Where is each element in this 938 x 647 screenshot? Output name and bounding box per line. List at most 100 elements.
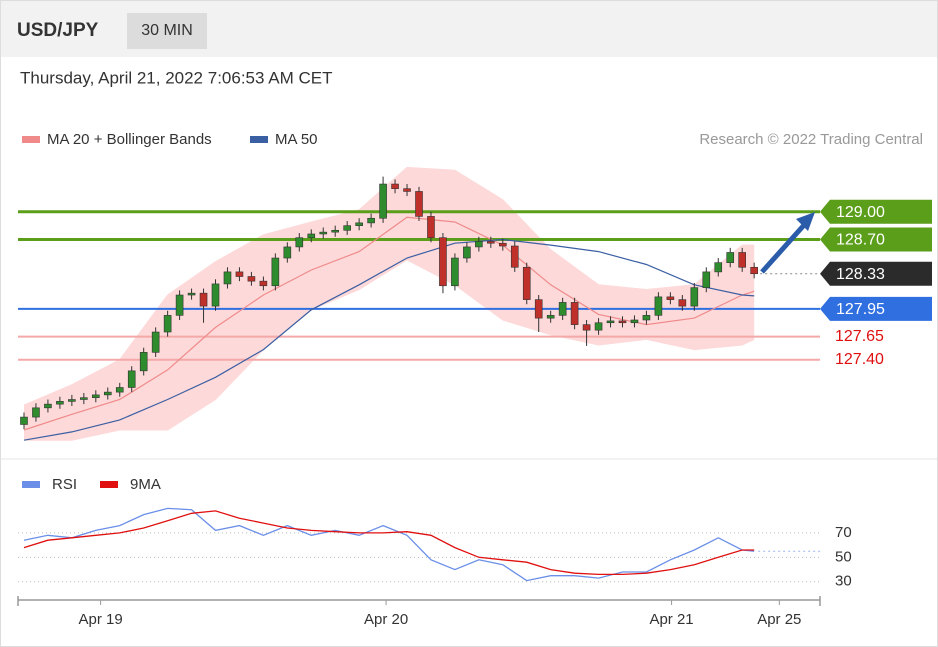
legend-swatch <box>22 481 40 488</box>
candle-body <box>690 287 699 307</box>
forecast-arrowhead <box>796 212 815 231</box>
candle-body <box>379 183 387 219</box>
candle-body <box>80 397 88 400</box>
candle-body <box>199 292 208 307</box>
legend-swatch <box>250 136 268 143</box>
candle-body <box>702 271 711 288</box>
rsi-line <box>23 510 755 576</box>
y-tick-label: 30 <box>835 573 852 590</box>
timestamp: Thursday, April 21, 2022 7:06:53 AM CET <box>20 68 332 87</box>
candle-body <box>211 283 220 307</box>
candle-body <box>343 225 351 231</box>
candle-body <box>319 231 328 235</box>
x-tick-label: Apr 25 <box>757 611 801 628</box>
level-box <box>820 261 932 286</box>
level-box <box>820 227 932 252</box>
y-tick-label: 70 <box>835 524 852 541</box>
candle-body <box>666 296 675 300</box>
candle-body <box>618 320 627 324</box>
level-label: 127.40 <box>835 351 884 368</box>
candle-body <box>582 324 591 331</box>
candle-body <box>427 216 435 238</box>
candle-body <box>68 399 76 402</box>
symbol: USD/JPY <box>17 20 99 41</box>
candle-body <box>151 331 160 353</box>
candle-body <box>247 276 256 282</box>
candle-body <box>654 296 663 316</box>
candle-body <box>475 241 483 248</box>
y-tick-label: 50 <box>835 548 852 565</box>
candle-body <box>558 302 567 316</box>
level-label: 128.70 <box>836 232 885 249</box>
candle-body <box>546 315 555 319</box>
candle-body <box>127 370 136 388</box>
candle-body <box>163 315 172 333</box>
candle-body <box>403 188 411 192</box>
candle-body <box>259 280 268 287</box>
candle-body <box>487 241 495 244</box>
candle-body <box>463 246 471 259</box>
level-label: 127.65 <box>835 328 884 345</box>
candle-body <box>439 237 447 287</box>
level-label: 127.95 <box>836 301 885 318</box>
candle-body <box>510 245 519 268</box>
level-box <box>820 296 932 321</box>
candle-body <box>391 183 399 189</box>
candle-body <box>187 292 196 296</box>
level-label: 129.00 <box>836 204 885 221</box>
candle-body <box>115 387 124 393</box>
candle-body <box>451 257 459 287</box>
candle-body <box>498 242 507 247</box>
price-panel: MA 20 + Bollinger Bands MA 50 129.00 128.70… <box>18 131 932 441</box>
candle-body <box>283 246 292 259</box>
candle-body <box>738 252 746 268</box>
candle-body <box>32 407 40 418</box>
candle-body <box>678 299 687 307</box>
candle-body <box>56 401 64 405</box>
x-tick-label: Apr 21 <box>649 611 693 628</box>
bollinger-lower <box>24 259 755 441</box>
candle-body <box>415 191 423 217</box>
timeframe: 30 MIN <box>141 22 193 39</box>
candle-body <box>139 352 148 372</box>
candle-body <box>223 271 232 285</box>
candle-body <box>606 320 615 324</box>
rsi-panel: RSI 9MA 30 50 70 Apr 19 Apr 20 Apr 21 Apr 25 <box>17 476 852 628</box>
candle-body <box>714 262 723 273</box>
candle-body <box>271 257 280 287</box>
candle-body <box>594 322 603 331</box>
level-label: 128.33 <box>836 266 885 283</box>
bollinger-fill <box>24 167 755 441</box>
candle-body <box>103 391 112 396</box>
candle-body <box>44 403 52 409</box>
candle-body <box>750 266 758 275</box>
candle-body <box>20 416 28 425</box>
candle-body <box>307 233 316 238</box>
candle-body <box>570 302 579 325</box>
candle-body <box>92 394 100 398</box>
candle-body <box>331 229 340 233</box>
candle-body <box>295 237 304 248</box>
candle-body <box>726 252 735 263</box>
legend-swatch <box>22 136 40 143</box>
candle-body <box>630 319 639 324</box>
timeframe-badge <box>127 13 207 49</box>
legend-label: RSI <box>52 476 77 493</box>
legend-label: 9MA <box>130 476 161 493</box>
bollinger-upper <box>23 166 755 406</box>
moving-average <box>23 216 755 431</box>
candle-body <box>534 299 543 319</box>
candle-body <box>355 222 363 226</box>
candle-body <box>175 294 184 316</box>
candle-body <box>367 217 375 224</box>
candle-body <box>235 271 244 277</box>
credit: Research © 2022 Trading Central <box>699 131 923 148</box>
x-tick-label: Apr 19 <box>78 611 122 628</box>
legend-label: MA 20 + Bollinger Bands <box>47 131 212 148</box>
x-tick-label: Apr 20 <box>364 611 408 628</box>
legend-label: MA 50 <box>275 131 318 148</box>
candle-body <box>642 315 651 321</box>
level-box <box>820 199 932 224</box>
forecast-arrow <box>760 222 807 274</box>
